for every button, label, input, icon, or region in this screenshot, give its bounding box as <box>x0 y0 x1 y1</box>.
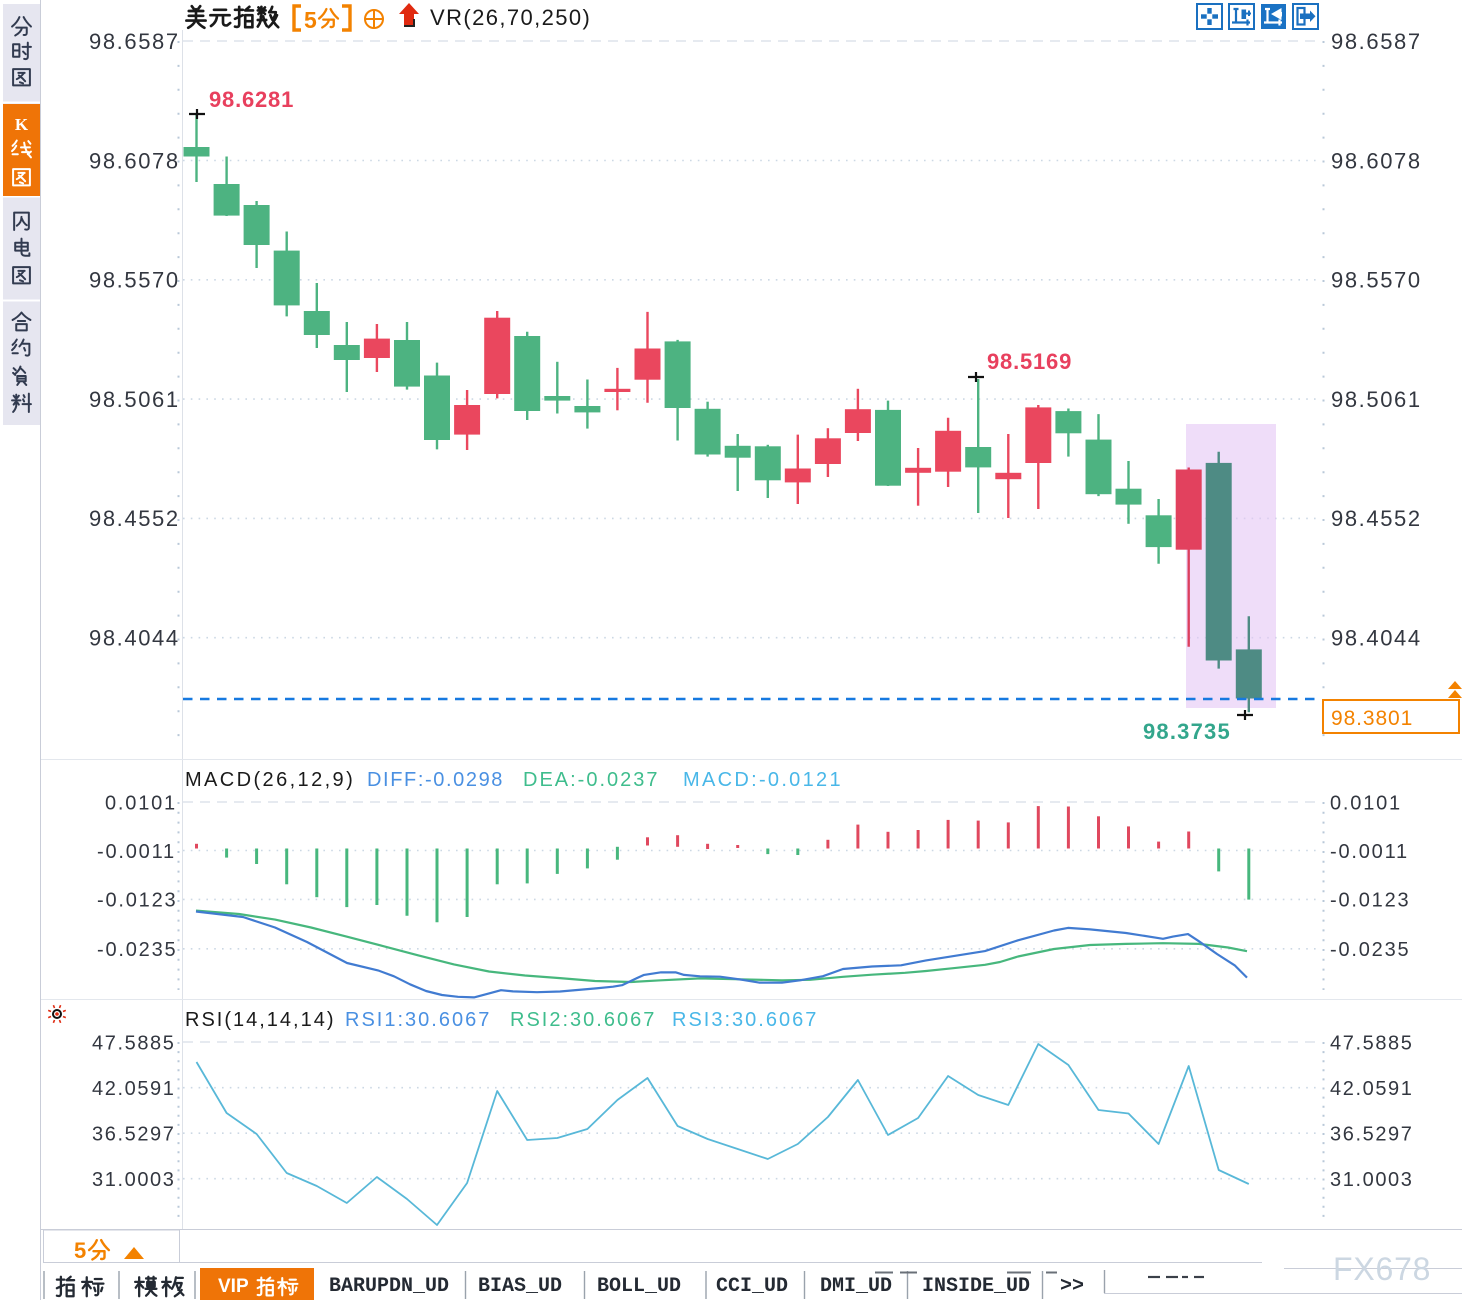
svg-text:98.5061: 98.5061 <box>1331 387 1422 412</box>
svg-text:-0.0235: -0.0235 <box>1330 939 1410 961</box>
svg-text:98.6078: 98.6078 <box>1331 148 1422 173</box>
svg-text:INSIDE_UD: INSIDE_UD <box>922 1275 1030 1298</box>
svg-text:0.0101: 0.0101 <box>1330 792 1402 814</box>
svg-text:>>: >> <box>1060 1275 1084 1298</box>
svg-text:31.0003: 31.0003 <box>92 1169 176 1191</box>
svg-text:-0.0235: -0.0235 <box>97 939 177 961</box>
svg-text:5: 5 <box>74 1238 86 1263</box>
svg-text:-0.0123: -0.0123 <box>97 890 177 912</box>
svg-text:98.4044: 98.4044 <box>1331 626 1422 651</box>
svg-text:RSI(14,14,14): RSI(14,14,14) <box>185 1009 336 1031</box>
svg-text:VR(26,70,250): VR(26,70,250) <box>430 5 591 30</box>
svg-text:36.5297: 36.5297 <box>1330 1124 1414 1146</box>
svg-text:47.5885: 47.5885 <box>1330 1032 1414 1054</box>
svg-text:-0.0011: -0.0011 <box>1330 841 1409 863</box>
svg-text:BARUPDN_UD: BARUPDN_UD <box>329 1275 449 1298</box>
svg-text:5: 5 <box>304 7 317 33</box>
svg-text:BOLL_UD: BOLL_UD <box>597 1275 681 1298</box>
svg-text:42.0591: 42.0591 <box>1330 1078 1414 1100</box>
svg-text:98.5570: 98.5570 <box>89 268 180 293</box>
svg-text:98.3735: 98.3735 <box>1143 719 1231 744</box>
svg-text:47.5885: 47.5885 <box>92 1032 176 1054</box>
svg-text:98.5061: 98.5061 <box>89 387 180 412</box>
svg-text:CCI_UD: CCI_UD <box>716 1275 788 1298</box>
svg-text:98.5169: 98.5169 <box>987 349 1072 374</box>
svg-text:42.0591: 42.0591 <box>92 1078 176 1100</box>
svg-text:DEA:-0.0237: DEA:-0.0237 <box>523 769 660 791</box>
svg-text:98.6587: 98.6587 <box>89 29 180 54</box>
svg-text:98.6078: 98.6078 <box>89 148 180 173</box>
svg-text:DMI_UD: DMI_UD <box>820 1275 892 1298</box>
svg-text:98.6281: 98.6281 <box>209 87 294 112</box>
svg-text:MACD:-0.0121: MACD:-0.0121 <box>683 769 843 791</box>
svg-text:VIP: VIP <box>218 1276 249 1297</box>
svg-text:98.3801: 98.3801 <box>1331 707 1413 730</box>
svg-text:0.0101: 0.0101 <box>105 792 177 814</box>
svg-text:FX678: FX678 <box>1333 1251 1431 1287</box>
svg-text:K: K <box>15 115 29 134</box>
svg-text:98.4552: 98.4552 <box>89 506 180 531</box>
svg-text:RSI1:30.6067: RSI1:30.6067 <box>345 1009 491 1031</box>
svg-text:98.5570: 98.5570 <box>1331 268 1422 293</box>
svg-text:98.4044: 98.4044 <box>89 626 180 651</box>
svg-text:31.0003: 31.0003 <box>1330 1169 1414 1191</box>
svg-text:RSI2:30.6067: RSI2:30.6067 <box>510 1009 656 1031</box>
svg-text:98.4552: 98.4552 <box>1331 506 1422 531</box>
svg-text:36.5297: 36.5297 <box>92 1124 176 1146</box>
svg-text:-0.0011: -0.0011 <box>97 841 176 863</box>
svg-text:MACD(26,12,9): MACD(26,12,9) <box>185 769 355 791</box>
svg-text:-0.0123: -0.0123 <box>1330 890 1410 912</box>
svg-text:BIAS_UD: BIAS_UD <box>478 1275 562 1298</box>
svg-text:98.6587: 98.6587 <box>1331 29 1422 54</box>
svg-text:RSI3:30.6067: RSI3:30.6067 <box>672 1009 818 1031</box>
svg-text:DIFF:-0.0298: DIFF:-0.0298 <box>367 769 504 791</box>
